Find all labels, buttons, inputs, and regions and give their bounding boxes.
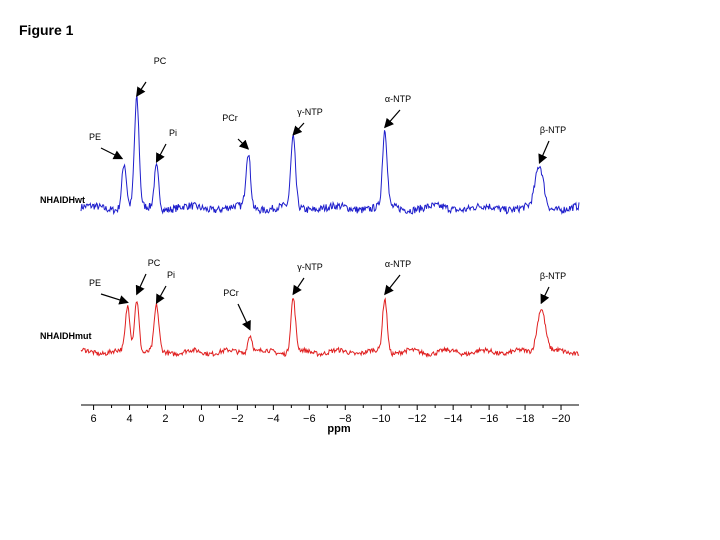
- spectrum-traces: [80, 95, 580, 358]
- x-axis-title: ppm: [327, 423, 350, 435]
- x-tick-label: −20: [552, 413, 571, 425]
- peak-annotations: NHAIDHwt PE PC Pi PCr γ-NTP α-NTP β-NTP NHAIDHmu…: [40, 56, 566, 341]
- peak-label: γ-NTP: [297, 262, 323, 272]
- peak-label: PE: [89, 132, 101, 142]
- x-tick-label: −6: [303, 413, 316, 425]
- peak-label: Pi: [167, 270, 175, 280]
- peak-label: PCr: [222, 113, 238, 123]
- peak-label: α-NTP: [385, 94, 411, 104]
- peak-arrow: [100, 293, 129, 305]
- peak-arrow: [292, 122, 305, 136]
- x-tick-label: −12: [408, 413, 427, 425]
- x-tick-label: −18: [516, 413, 535, 425]
- series-label: NHAIDHwt: [40, 195, 85, 205]
- peak-arrow: [155, 143, 167, 163]
- peak-arrow: [540, 286, 550, 305]
- peak-label: PC: [154, 56, 167, 66]
- spectrum-line-NHAIDHwt: [80, 95, 580, 216]
- x-tick-label: 2: [162, 413, 168, 425]
- peak-arrow: [155, 285, 167, 305]
- peak-label: β-NTP: [540, 125, 566, 135]
- peak-label: β-NTP: [540, 271, 566, 281]
- peak-arrow: [100, 147, 124, 160]
- x-tick-label: −2: [231, 413, 244, 425]
- peak-arrow: [384, 274, 401, 296]
- peak-label: α-NTP: [385, 259, 411, 269]
- x-axis: 6 4 2 0 −2 −4 −6 −8 −10 −12 −14 −16 −18 −20: [81, 404, 579, 425]
- x-tick-label: 4: [126, 413, 132, 425]
- spectrum-line-NHAIDHmut: [80, 297, 580, 358]
- x-tick-label: −10: [372, 413, 391, 425]
- x-tick-label: −4: [267, 413, 280, 425]
- x-tick-label: 0: [198, 413, 204, 425]
- x-tick-label: 6: [91, 413, 97, 425]
- peak-arrow: [237, 138, 250, 150]
- peak-arrow: [136, 81, 147, 98]
- series-label: NHAIDHmut: [40, 331, 92, 341]
- peak-arrow: [538, 140, 550, 165]
- peak-label: PCr: [223, 288, 239, 298]
- peak-arrow: [384, 109, 401, 129]
- peak-label: γ-NTP: [297, 107, 323, 117]
- peak-label: PC: [148, 258, 161, 268]
- x-tick-label: −8: [339, 413, 352, 425]
- peak-label: PE: [89, 278, 101, 288]
- peak-arrow: [237, 303, 251, 331]
- x-tick-label: −16: [480, 413, 499, 425]
- peak-label: Pi: [169, 128, 177, 138]
- peak-arrow: [292, 277, 305, 296]
- x-tick-label: −14: [444, 413, 463, 425]
- figure-title: Figure 1: [19, 22, 74, 38]
- peak-arrow: [135, 273, 147, 296]
